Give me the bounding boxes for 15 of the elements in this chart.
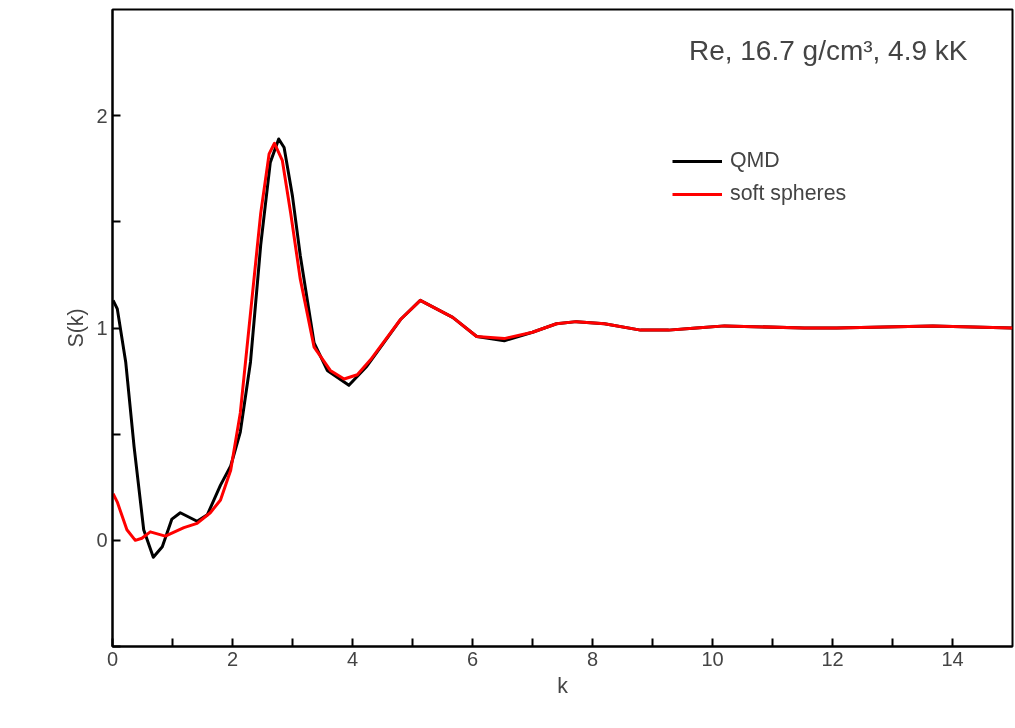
y-tick-label: 1	[96, 317, 108, 339]
x-tick-label: 8	[586, 647, 599, 670]
legend-label: soft spheres	[730, 181, 847, 206]
x-tick-label: 6	[466, 647, 479, 670]
x-axis-title: k	[557, 673, 569, 698]
x-tick-label: 4	[346, 647, 359, 670]
annotation: Re, 16.7 g/cm³, 4.9 kK	[688, 34, 968, 66]
x-tick-label: 10	[701, 647, 724, 670]
y-tick-label: 2	[96, 104, 108, 127]
x-tick-label: 12	[821, 647, 844, 670]
y-tick-label: 0	[96, 529, 108, 552]
x-tick-label: 2	[226, 647, 239, 670]
legend-label: QMD	[730, 148, 780, 173]
y-axis-title: S(k)	[64, 308, 89, 348]
x-tick-label: 14	[941, 647, 964, 670]
